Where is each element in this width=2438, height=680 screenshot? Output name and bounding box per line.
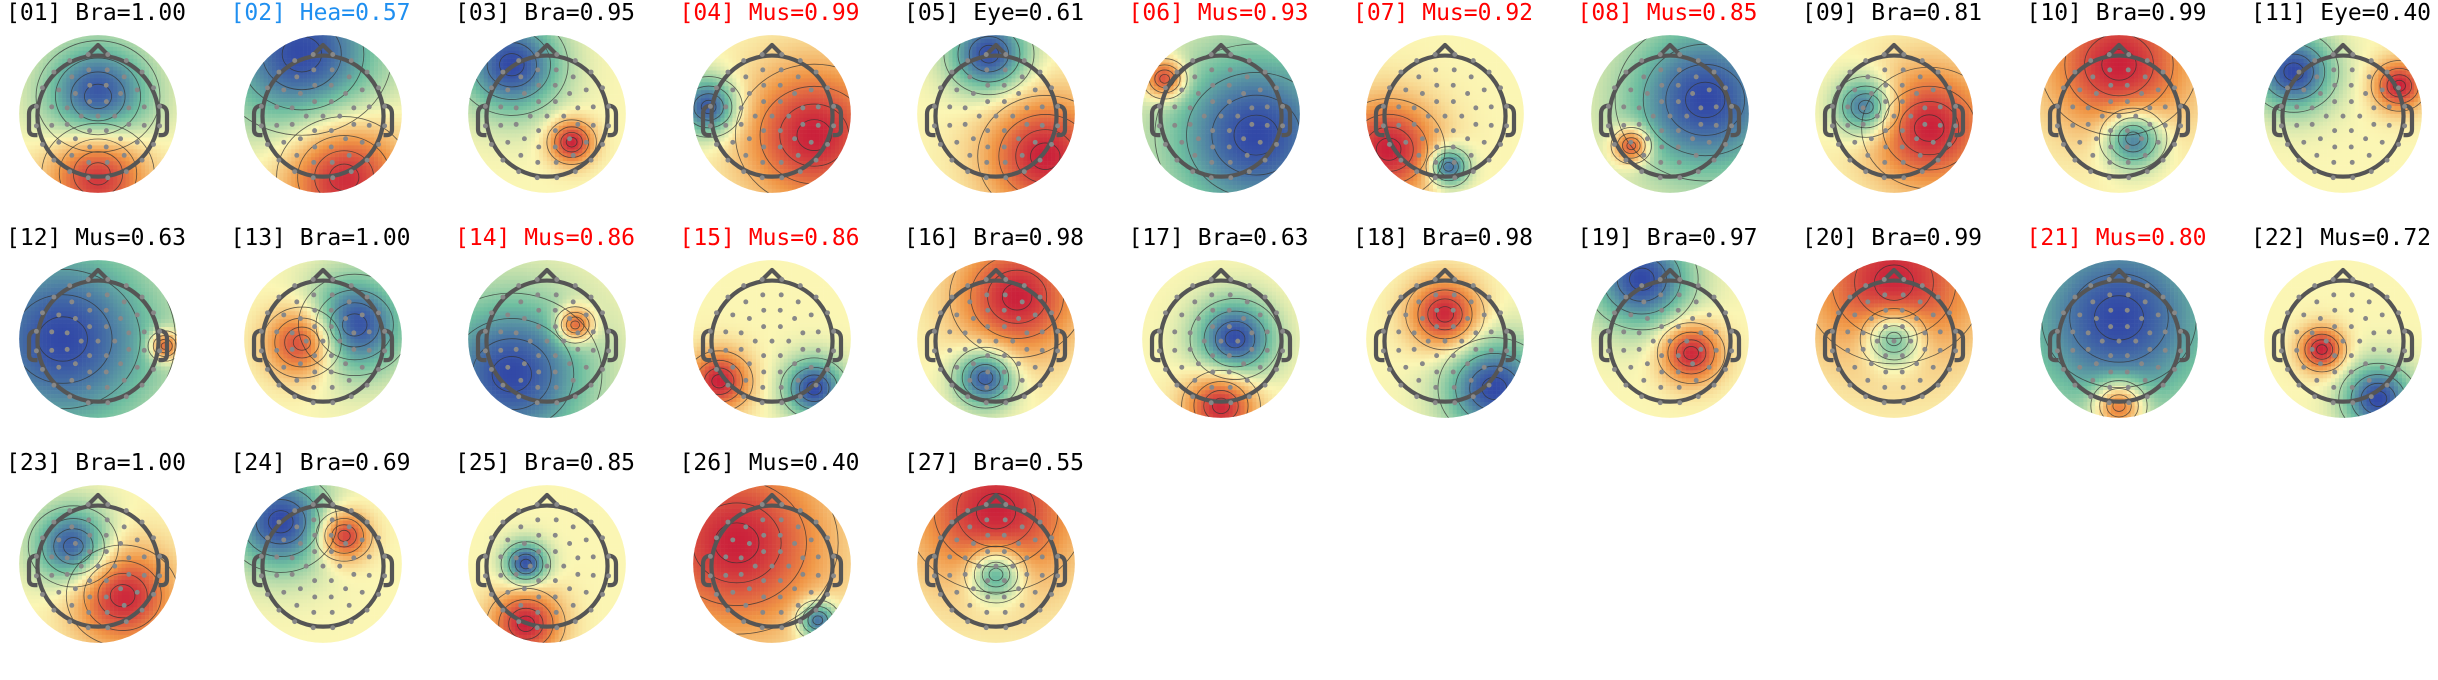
component-cell: [23] Bra=1.00 [4,450,228,680]
topomap [2031,251,2207,427]
component-cell: [25] Bra=0.85 [453,450,677,680]
component-label: [13] Bra=1.00 [231,225,411,251]
component-label: [06] Mus=0.93 [1129,0,1309,26]
component-cell: [05] Eye=0.61 [902,0,1126,230]
component-cell: [03] Bra=0.95 [453,0,677,230]
component-label: [23] Bra=1.00 [6,450,186,476]
topomap [908,476,1084,652]
component-cell: [27] Bra=0.55 [902,450,1126,680]
topomap [235,251,411,427]
component-cell: [06] Mus=0.93 [1127,0,1351,230]
component-label: [19] Bra=0.97 [1578,225,1758,251]
topomap [684,26,860,202]
component-label: [09] Bra=0.81 [1802,0,1982,26]
component-cell: [24] Bra=0.69 [229,450,453,680]
component-cell: [11] Eye=0.40 [2249,0,2438,230]
component-label: [24] Bra=0.69 [231,450,411,476]
component-label: [08] Mus=0.85 [1578,0,1758,26]
topomap [235,476,411,652]
component-label: [11] Eye=0.40 [2251,0,2431,26]
component-cell: [26] Mus=0.40 [678,450,902,680]
topomap [1582,26,1758,202]
topomap [459,476,635,652]
topomap [10,476,186,652]
component-cell: [19] Bra=0.97 [1576,225,1800,455]
component-label: [25] Bra=0.85 [455,450,635,476]
topomap [2255,26,2431,202]
component-cell: [02] Hea=0.57 [229,0,453,230]
topomap [1357,251,1533,427]
component-cell: [22] Mus=0.72 [2249,225,2438,455]
topomap [1357,26,1533,202]
component-cell: [15] Mus=0.86 [678,225,902,455]
component-cell: [12] Mus=0.63 [4,225,228,455]
topomap [684,251,860,427]
component-cell: [01] Bra=1.00 [4,0,228,230]
component-label: [15] Mus=0.86 [680,225,860,251]
topomap [908,251,1084,427]
component-cell: [17] Bra=0.63 [1127,225,1351,455]
component-cell: [18] Bra=0.98 [1351,225,1575,455]
component-label: [20] Bra=0.99 [1802,225,1982,251]
component-label: [21] Mus=0.80 [2027,225,2207,251]
topomap [2255,251,2431,427]
component-cell: [09] Bra=0.81 [1800,0,2024,230]
component-cell: [16] Bra=0.98 [902,225,1126,455]
component-label: [07] Mus=0.92 [1353,0,1533,26]
topomap [2031,26,2207,202]
topomap [10,26,186,202]
component-label: [18] Bra=0.98 [1353,225,1533,251]
topomap [459,251,635,427]
topomap [235,26,411,202]
component-label: [22] Mus=0.72 [2251,225,2431,251]
component-cell: [10] Bra=0.99 [2025,0,2249,230]
component-cell: [07] Mus=0.92 [1351,0,1575,230]
component-label: [12] Mus=0.63 [6,225,186,251]
component-cell: [21] Mus=0.80 [2025,225,2249,455]
topomap [1806,251,1982,427]
topomap [684,476,860,652]
topomap [10,251,186,427]
component-label: [16] Bra=0.98 [904,225,1084,251]
component-label: [14] Mus=0.86 [455,225,635,251]
component-label: [17] Bra=0.63 [1129,225,1309,251]
topomap [1806,26,1982,202]
topomap [908,26,1084,202]
component-label: [03] Bra=0.95 [455,0,635,26]
component-cell: [04] Mus=0.99 [678,0,902,230]
topomap [1582,251,1758,427]
component-label: [10] Bra=0.99 [2027,0,2207,26]
topomap [1133,251,1309,427]
component-label: [02] Hea=0.57 [231,0,411,26]
topomap [1133,26,1309,202]
component-label: [04] Mus=0.99 [680,0,860,26]
component-cell: [08] Mus=0.85 [1576,0,1800,230]
component-label: [05] Eye=0.61 [904,0,1084,26]
topomap [459,26,635,202]
component-cell: [14] Mus=0.86 [453,225,677,455]
component-cell: [20] Bra=0.99 [1800,225,2024,455]
component-label: [26] Mus=0.40 [680,450,860,476]
component-cell: [13] Bra=1.00 [229,225,453,455]
component-label: [01] Bra=1.00 [6,0,186,26]
component-label: [27] Bra=0.55 [904,450,1084,476]
